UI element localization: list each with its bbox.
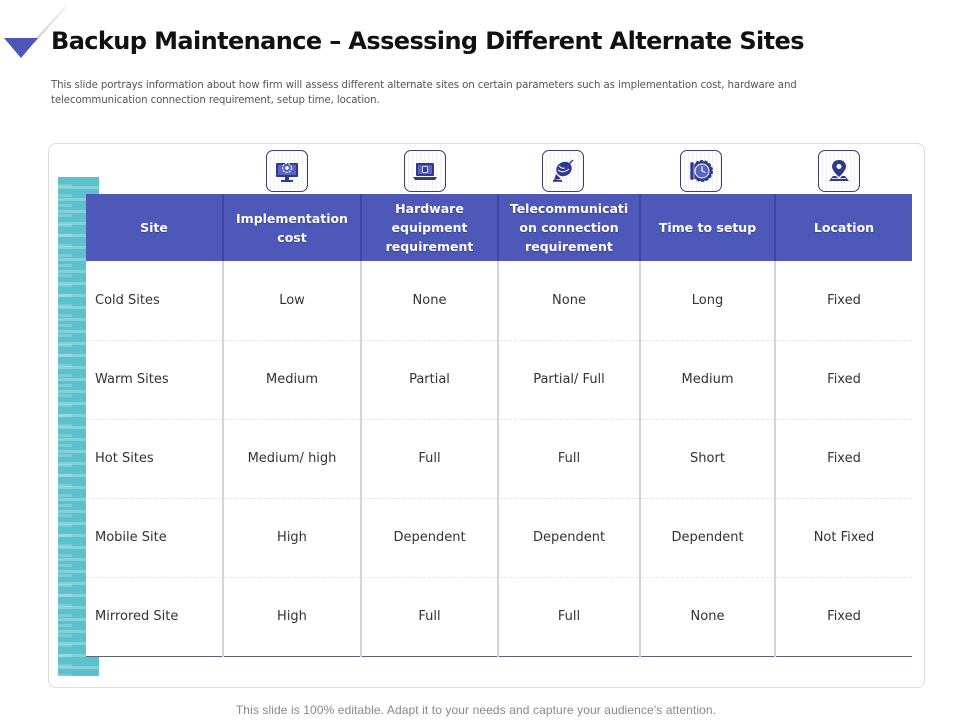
cell-telecom: Full: [497, 576, 640, 657]
cell-site: Hot Sites: [86, 418, 223, 498]
table-header-row: Site Implementation cost Hardware equipm…: [86, 194, 912, 261]
header-site: Site: [86, 194, 223, 261]
cell-hardware: Partial: [360, 339, 498, 419]
cell-implementation-cost: High: [222, 576, 361, 657]
page-title: Backup Maintenance – Assessing Different…: [51, 27, 805, 55]
cell-time-to-setup: Dependent: [639, 497, 775, 577]
header-location: Location: [774, 194, 912, 261]
table-row: Cold Sites Low None None Long Fixed: [86, 261, 912, 340]
footer-note: This slide is 100% editable. Adapt it to…: [235, 703, 717, 717]
clock-gear-wrench-icon: [689, 160, 713, 182]
table-row: Mirrored Site High Full Full None Fixed: [86, 576, 912, 657]
time-setup-icon-box: [680, 150, 722, 192]
table-row: Mobile Site High Dependent Dependent Dep…: [86, 497, 912, 577]
slide-description: This slide portrays information about ho…: [51, 80, 797, 106]
cell-location: Not Fixed: [774, 497, 912, 577]
satellite-dish-icon: [553, 159, 574, 182]
cell-telecom: Full: [497, 418, 640, 498]
header-time-to-setup: Time to setup: [639, 194, 775, 261]
laptop-chip-icon: [413, 163, 437, 180]
cell-telecom: Partial/ Full: [497, 339, 640, 419]
map-pin-icon: [829, 160, 849, 181]
alternate-sites-table: Site Implementation cost Hardware equipm…: [86, 194, 912, 657]
cell-site: Mirrored Site: [86, 576, 223, 657]
cell-telecom: None: [497, 261, 640, 340]
cell-time-to-setup: Medium: [639, 339, 775, 419]
implementation-cost-icon-box: [266, 150, 308, 192]
table-row: Hot Sites Medium/ high Full Full Short F…: [86, 418, 912, 498]
cell-hardware: Dependent: [360, 497, 498, 577]
header-implementation-cost: Implementation cost: [222, 194, 361, 261]
cell-time-to-setup: None: [639, 576, 775, 657]
monitor-gear-icon: [276, 162, 298, 182]
cell-hardware: None: [360, 261, 498, 340]
cell-location: Fixed: [774, 418, 912, 498]
cell-time-to-setup: Short: [639, 418, 775, 498]
cell-location: Fixed: [774, 261, 912, 340]
header-hardware-requirement: Hardware equipment requirement: [360, 194, 498, 261]
cell-location: Fixed: [774, 576, 912, 657]
cell-site: Mobile Site: [86, 497, 223, 577]
cell-implementation-cost: Medium: [222, 339, 361, 419]
header-telecom-requirement: Telecommunicati on connection requiremen…: [497, 194, 640, 261]
hardware-icon-box: [404, 150, 446, 192]
cell-implementation-cost: Low: [222, 261, 361, 340]
location-icon-box: [818, 150, 860, 192]
title-triangle-icon: [4, 38, 38, 58]
cell-time-to-setup: Long: [639, 261, 775, 340]
cell-implementation-cost: High: [222, 497, 361, 577]
cell-hardware: Full: [360, 576, 498, 657]
telecom-icon-box: [542, 150, 584, 192]
cell-hardware: Full: [360, 418, 498, 498]
table-row: Warm Sites Medium Partial Partial/ Full …: [86, 339, 912, 419]
cell-site: Cold Sites: [95, 292, 160, 308]
cell-site: Warm Sites: [86, 339, 223, 419]
cell-implementation-cost: Medium/ high: [222, 418, 361, 498]
cell-location: Fixed: [774, 339, 912, 419]
cell-telecom: Dependent: [497, 497, 640, 577]
